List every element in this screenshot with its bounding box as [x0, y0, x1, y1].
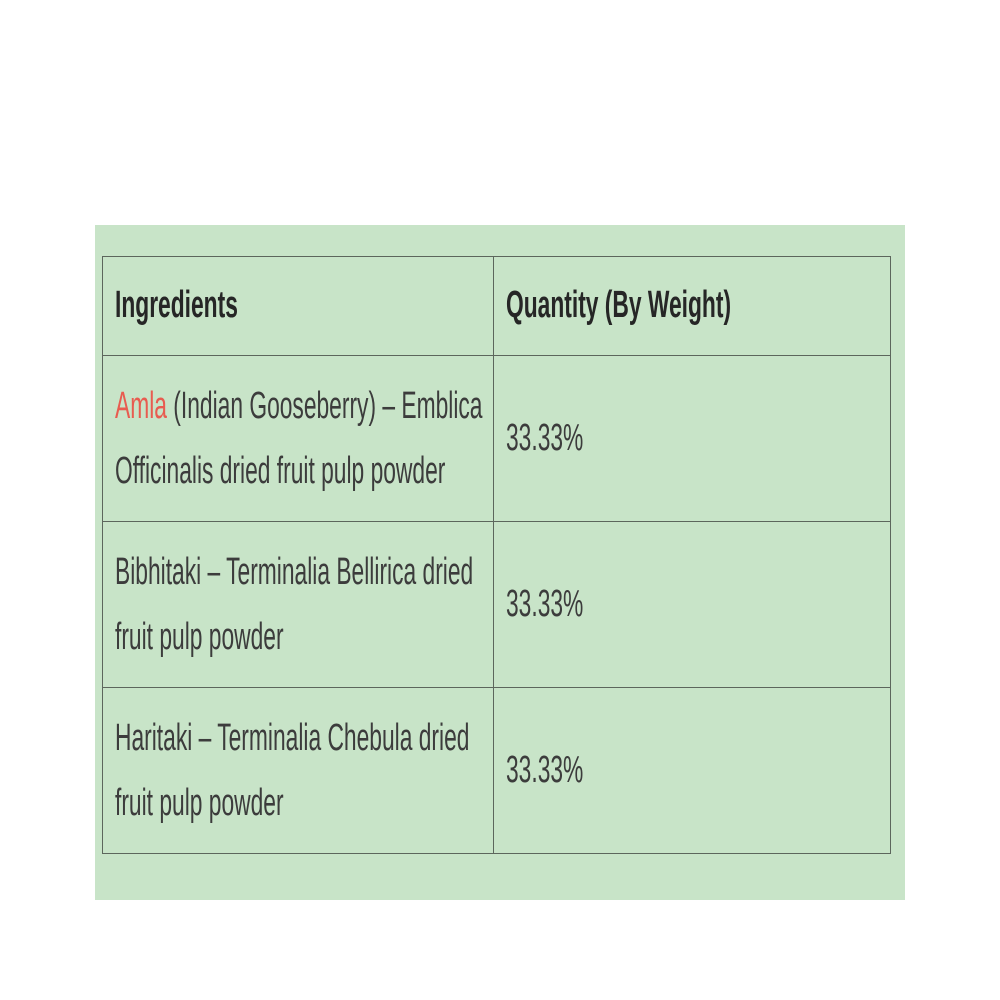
quantity-value: 33.33%: [506, 749, 584, 791]
quantity-value: 33.33%: [506, 583, 584, 625]
header-cell-ingredients: Ingredients: [102, 256, 494, 356]
quantity-cell: 33.33%: [493, 521, 891, 688]
header-label-ingredients: Ingredients: [115, 284, 238, 327]
ingredient-text: Bibhitaki – Terminalia Bellirica dried f…: [115, 550, 474, 658]
quantity-cell: 33.33%: [493, 355, 891, 522]
ingredient-text: (Indian Gooseberry) – Emblica Officinali…: [115, 384, 483, 492]
table-row: Amla (Indian Gooseberry) – Emblica Offic…: [102, 355, 891, 522]
header-cell-quantity: Quantity (By Weight): [493, 256, 891, 356]
table-row: Bibhitaki – Terminalia Bellirica dried f…: [102, 521, 891, 688]
table-row: Haritaki – Terminalia Chebula dried frui…: [102, 687, 891, 854]
header-label-quantity: Quantity (By Weight): [506, 284, 732, 327]
ingredient-cell: Haritaki – Terminalia Chebula dried frui…: [102, 687, 494, 854]
ingredients-table: Ingredients Quantity (By Weight) Amla (I…: [102, 256, 891, 854]
quantity-value: 33.33%: [506, 417, 584, 459]
ingredient-text-wrap: Haritaki – Terminalia Chebula dried frui…: [115, 706, 493, 836]
table-header-row: Ingredients Quantity (By Weight): [102, 256, 891, 356]
ingredient-cell: Bibhitaki – Terminalia Bellirica dried f…: [102, 521, 494, 688]
ingredient-text-wrap: Bibhitaki – Terminalia Bellirica dried f…: [115, 540, 493, 670]
ingredient-text-wrap: Amla (Indian Gooseberry) – Emblica Offic…: [115, 374, 493, 504]
ingredient-cell: Amla (Indian Gooseberry) – Emblica Offic…: [102, 355, 494, 522]
ingredient-text: Haritaki – Terminalia Chebula dried frui…: [115, 716, 470, 824]
quantity-cell: 33.33%: [493, 687, 891, 854]
ingredients-panel: Ingredients Quantity (By Weight) Amla (I…: [95, 225, 905, 900]
ingredient-name-highlight: Amla: [115, 384, 167, 427]
